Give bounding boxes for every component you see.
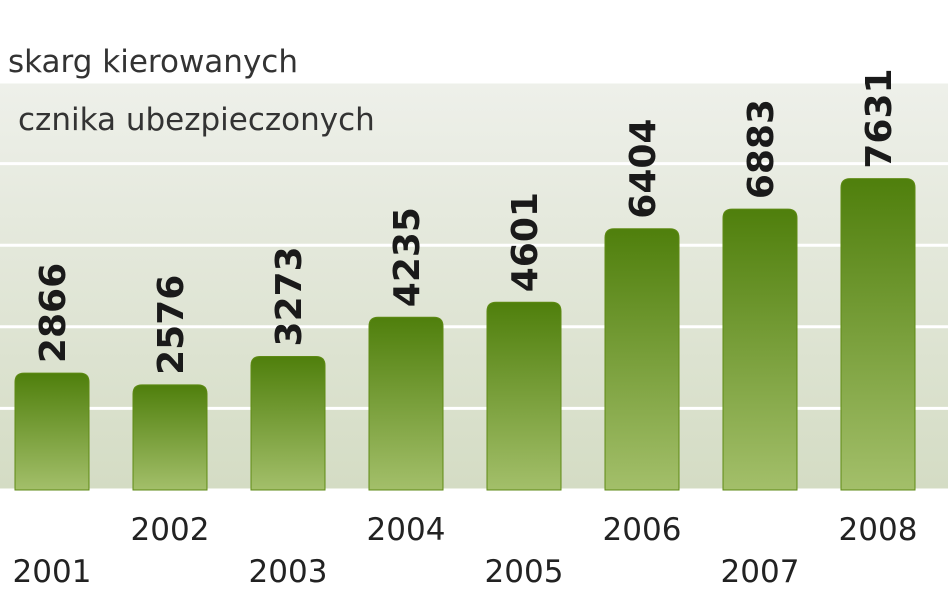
x-tick-label: 2006 xyxy=(603,512,682,548)
value-label: 4235 xyxy=(387,207,428,307)
bar xyxy=(132,384,208,491)
x-tick-label: 2005 xyxy=(485,554,564,590)
value-label: 3273 xyxy=(269,246,310,346)
bar xyxy=(722,208,798,491)
bar xyxy=(250,355,326,491)
bar xyxy=(604,228,680,491)
chart-title-line: cznika ubezpieczonych xyxy=(18,102,375,138)
bar xyxy=(840,178,916,491)
value-label: 2576 xyxy=(151,275,192,375)
x-tick-label: 2001 xyxy=(13,554,92,590)
bar xyxy=(486,301,562,491)
x-tick-label: 2003 xyxy=(249,554,328,590)
value-label: 7631 xyxy=(859,68,900,168)
value-label: 2866 xyxy=(33,263,74,363)
value-label: 6883 xyxy=(741,99,782,199)
x-tick-label: 2004 xyxy=(367,512,446,548)
x-tick-label: 2002 xyxy=(131,512,210,548)
value-label: 4601 xyxy=(505,192,546,292)
bar xyxy=(14,372,90,491)
chart-title-line: skarg kierowanych xyxy=(8,44,298,80)
x-tick-label: 2007 xyxy=(721,554,800,590)
bar xyxy=(368,316,444,491)
x-tick-label: 2008 xyxy=(839,512,918,548)
value-label: 6404 xyxy=(623,119,664,219)
